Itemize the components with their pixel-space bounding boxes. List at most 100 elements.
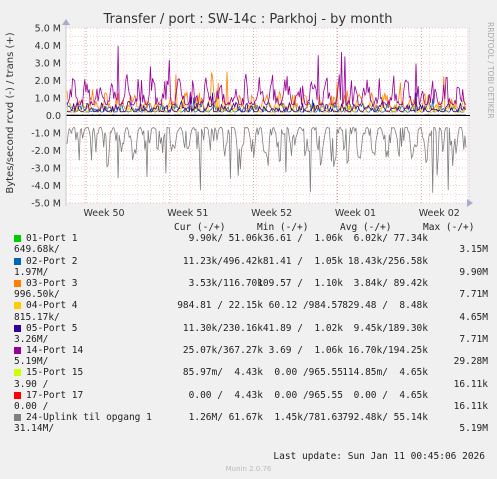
legend-column-header: Cur (-/+)	[174, 222, 226, 233]
series-line-trans	[66, 45, 467, 107]
legend-row: 03-Port 3 3.53k/116.70k 109.57 / 1.10k 3.84…	[12, 278, 488, 289]
legend: Cur (-/+) Min (-/+) Avg (-/+) Max (-/+) 01-P…	[12, 222, 488, 435]
y-axis-arrow	[62, 19, 70, 25]
legend-min: 81.41 / 1.05k	[262, 255, 343, 267]
legend-max-trans: 3.26M/	[14, 333, 49, 345]
legend-max-trans-value: 3.15M	[459, 244, 488, 256]
legend-cur: 0.00 / 4.43k	[188, 389, 263, 401]
y-tick-label: 2.0 M	[35, 76, 61, 87]
legend-max-trans: 3.90 /	[14, 378, 49, 390]
legend-max-trans-value: 16.11k	[453, 378, 488, 390]
series-line-trans	[66, 71, 467, 110]
legend-column-header: Max (-/+)	[423, 222, 475, 233]
y-ticks: 5.0 M 4.0 M 3.0 M 2.0 M 1.0 M 0.0 -1.0 M -2.0 M…	[31, 24, 61, 210]
legend-row: 02-Port 2 11.23k/496.42k 81.41 / 1.05k 18.4…	[12, 256, 488, 267]
side-label: RRDTOOL / TOBI OETIKER	[486, 22, 495, 119]
legend-swatch	[14, 391, 21, 399]
y-tick-label: 4.0 M	[35, 41, 61, 52]
y-tick-label: -3.0 M	[31, 164, 61, 175]
legend-column-header: Avg (-/+)	[340, 222, 392, 233]
legend-row-continuation: 996.50k/7.71M	[12, 289, 488, 300]
y-tick-label: 3.0 M	[35, 59, 61, 70]
legend-max-trans: 815.17k/	[14, 311, 60, 323]
legend-swatch	[14, 257, 21, 265]
legend-row-continuation: 0.00 / 16.11k	[12, 401, 488, 412]
legend-max-trans-value: 16.11k	[453, 401, 488, 412]
legend-avg: 6.02k/ 77.34k	[353, 233, 428, 245]
x-tick-label: Week 01	[335, 208, 376, 219]
legend-row: 17-Port 17 0.00 / 4.43k 0.00 /965.55 0.00 /…	[12, 390, 488, 401]
legend-name: 01-Port 1	[26, 233, 78, 245]
legend-name: 14-Port 14	[26, 345, 84, 357]
legend-avg: 0.00 / 4.65k	[353, 389, 428, 401]
legend-cur: 11.30k/230.16k	[182, 322, 263, 334]
legend-avg: 3.84k/ 89.42k	[353, 277, 428, 289]
series-line-trans	[66, 92, 467, 114]
legend-name: 17-Port 17	[26, 389, 84, 401]
legend-max-trans: 649.68k/	[14, 244, 60, 256]
legend-min: 3.69 / 1.06k	[268, 345, 343, 357]
x-tick-label: Week 02	[419, 208, 460, 219]
legend-avg: 9.45k/189.30k	[353, 322, 428, 334]
legend-swatch	[14, 414, 21, 422]
legend-header: Cur (-/+) Min (-/+) Avg (-/+) Max (-/+)	[12, 222, 488, 233]
legend-cur: 3.53k/116.70k	[188, 277, 263, 289]
legend-row-continuation: 31.14M/5.19M	[12, 423, 488, 434]
legend-max-trans-value: 9.90M	[459, 266, 488, 278]
legend-row-continuation: 815.17k/4.65M	[12, 312, 488, 323]
legend-min: 0.00 /965.55	[274, 389, 343, 401]
legend-swatch	[14, 302, 21, 310]
legend-cur: 11.23k/496.42k	[182, 255, 263, 267]
x-tick-label: Week 51	[167, 208, 208, 219]
y-tick-label: 5.0 M	[35, 24, 61, 35]
last-update: Last update: Sun Jan 11 00:45:06 2026	[273, 451, 485, 462]
legend-cur: 1.26M/ 61.67k	[188, 412, 263, 424]
legend-avg: 114.85m/ 4.65k	[342, 367, 428, 379]
legend-row-continuation: 1.97M/9.90M	[12, 267, 488, 278]
legend-max-trans-value: 7.71M	[459, 289, 488, 301]
legend-max-trans-value: 4.65M	[459, 311, 488, 323]
legend-row: 14-Port 14 25.07k/367.27k 3.69 / 1.06k 16.7…	[12, 345, 488, 356]
legend-min: 41.89 / 1.02k	[262, 322, 343, 334]
chart: Transfer / port : SW-14c : Parkhoj - by …	[5, 12, 495, 219]
legend-row-continuation: 3.26M/7.71M	[12, 334, 488, 345]
legend-row-continuation: 649.68k/3.15M	[12, 244, 488, 255]
legend-cur: 85.97m/ 4.43k	[182, 367, 263, 379]
legend-avg: 18.43k/256.58k	[347, 255, 428, 267]
legend-swatch	[14, 235, 21, 243]
legend-cur: 9.90k/ 51.06k	[188, 233, 263, 245]
legend-min: 60.12 /984.57	[268, 300, 343, 312]
munin-version: Munin 2.0.76	[225, 465, 272, 473]
legend-cur: 25.07k/367.27k	[182, 345, 263, 357]
legend-row: 15-Port 15 85.97m/ 4.43k 0.00 /965.55 114.8…	[12, 367, 488, 378]
legend-max-trans: 1.97M/	[14, 266, 49, 278]
y-axis-label: Bytes/second rcvd (-) / trans (+)	[5, 32, 16, 193]
x-ticks: Week 50 Week 51 Week 52 Week 01 Week 02	[83, 208, 459, 219]
legend-name: 04-Port 4	[26, 300, 78, 312]
legend-avg: 829.48 / 8.48k	[342, 300, 428, 312]
legend-column-header: Min (-/+)	[257, 222, 309, 233]
legend-avg: 16.70k/194.25k	[347, 345, 428, 357]
legend-max-trans-value: 29.28M	[453, 356, 488, 368]
legend-cur: 984.81 / 22.15k	[177, 300, 263, 312]
legend-name: 15-Port 15	[26, 367, 84, 379]
legend-max-trans: 31.14M/	[14, 423, 55, 435]
y-tick-label: -1.0 M	[31, 129, 61, 140]
series-line-trans	[66, 94, 467, 114]
legend-max-trans-value: 7.71M	[459, 333, 488, 345]
legend-name: 03-Port 3	[26, 277, 78, 289]
y-tick-label: 1.0 M	[35, 94, 61, 105]
legend-max-trans: 5.19M/	[14, 356, 49, 368]
legend-swatch	[14, 347, 21, 355]
legend-min: 1.45k/781.63	[274, 412, 343, 424]
legend-name: 05-Port 5	[26, 322, 78, 334]
y-tick-label: -2.0 M	[31, 146, 61, 157]
legend-min: 36.61 / 1.06k	[262, 233, 343, 245]
legend-max-trans: 0.00 /	[14, 401, 49, 412]
legend-min: 0.00 /965.55	[274, 367, 343, 379]
legend-row: 05-Port 5 11.30k/230.16k 41.89 / 1.02k 9.45…	[12, 323, 488, 334]
legend-swatch	[14, 279, 21, 287]
legend-row-continuation: 5.19M/29.28M	[12, 356, 488, 367]
chart-title: Transfer / port : SW-14c : Parkhoj - by …	[103, 12, 393, 27]
legend-row: 01-Port 1 9.90k/ 51.06k 36.61 / 1.06k 6.02k…	[12, 233, 488, 244]
